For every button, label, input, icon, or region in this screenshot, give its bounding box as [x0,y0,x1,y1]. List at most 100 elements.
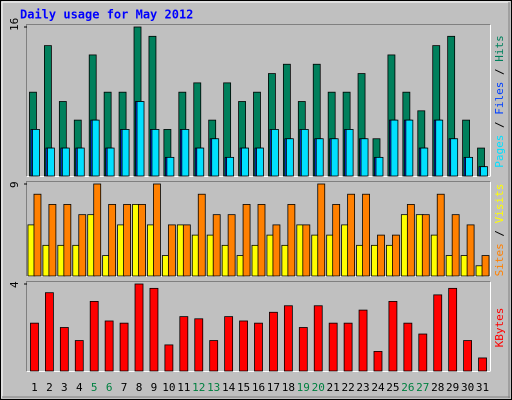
bar [313,305,323,372]
x-tick-label: 1 [31,381,38,394]
legend: Pages / Files / Hits [493,35,506,168]
bar [435,119,444,177]
bar [377,234,385,277]
bar [328,322,338,372]
chart-title: Daily usage for May 2012 [20,8,193,22]
legend-separator: / [493,115,506,135]
bar [448,287,458,372]
legend-separator: / [493,62,506,82]
bar [254,322,263,372]
legend: Sites / Visits [493,184,506,277]
bar [194,318,204,372]
bar [421,214,430,277]
bar [61,147,70,177]
bar [317,183,326,277]
bar [345,129,354,177]
x-tick-label: 13 [207,381,220,394]
bar [45,292,54,372]
bar [433,294,443,372]
x-tick-label: 2 [46,381,53,394]
bar [373,351,383,372]
bar [134,283,144,372]
bar [181,129,190,177]
bar [91,119,100,177]
legend-entry: Sites [493,243,506,276]
bar [76,147,85,177]
bar [33,193,42,277]
bar [196,147,205,177]
x-tick-label: 26 [401,381,414,394]
bar [388,300,398,372]
x-tick-label: 24 [371,381,385,394]
bar [179,316,189,372]
bar [138,204,146,277]
bar [358,309,368,372]
bar [242,204,251,277]
x-tick-label: 19 [297,381,310,394]
x-tick-label: 23 [356,381,369,394]
x-tick-label: 3 [61,381,68,394]
x-tick-label: 31 [476,381,489,394]
bar [30,322,39,372]
bar [149,287,159,372]
bar [211,138,220,177]
x-tick-label: 18 [282,381,295,394]
legend-entry: Pages [493,135,506,168]
x-tick-label: 20 [312,381,325,394]
bar [153,183,161,277]
x-tick-label: 11 [177,381,190,394]
bar [59,327,69,372]
bar [93,183,102,277]
bar [406,204,415,277]
bar [466,224,475,277]
bar [166,156,175,177]
bar [302,224,311,277]
bar [123,204,131,277]
x-tick-label: 4 [76,381,83,394]
bar [167,224,176,277]
x-tick-label: 22 [341,381,354,394]
x-tick-label: 10 [162,381,175,394]
bar [227,214,236,277]
x-tick-label: 9 [151,381,158,394]
bar [47,147,55,177]
legend-entry: KBytes [493,308,506,348]
bar [392,234,400,277]
bar [48,204,57,277]
bar [63,204,72,277]
bar [463,340,472,372]
x-tick-label: 12 [192,381,205,394]
bar [347,193,356,277]
bar [405,119,414,177]
bar [212,214,221,277]
bar [287,204,296,277]
x-tick-label: 7 [121,381,128,394]
bar [104,320,114,372]
bar [151,129,160,177]
bar [256,147,264,177]
bar [315,138,324,177]
legend-entry: Hits [493,35,506,62]
x-tick-label: 30 [461,381,474,394]
bar [285,138,294,177]
bar [360,138,369,177]
bar [362,193,370,277]
bar [74,340,84,372]
bar [332,204,341,277]
bar [283,305,293,372]
bar [257,204,266,277]
bar [239,320,248,372]
x-tick-label: 6 [106,381,113,394]
y-tick-label: 16 [8,18,21,31]
x-tick-label: 8 [136,381,143,394]
bar [330,138,339,177]
bar [271,129,279,177]
bar [121,129,130,177]
bar [197,193,206,277]
bar [272,224,281,277]
bar [108,204,117,277]
legend-entry: Visits [493,184,506,224]
x-tick-label: 21 [327,381,340,394]
bar [241,147,249,177]
